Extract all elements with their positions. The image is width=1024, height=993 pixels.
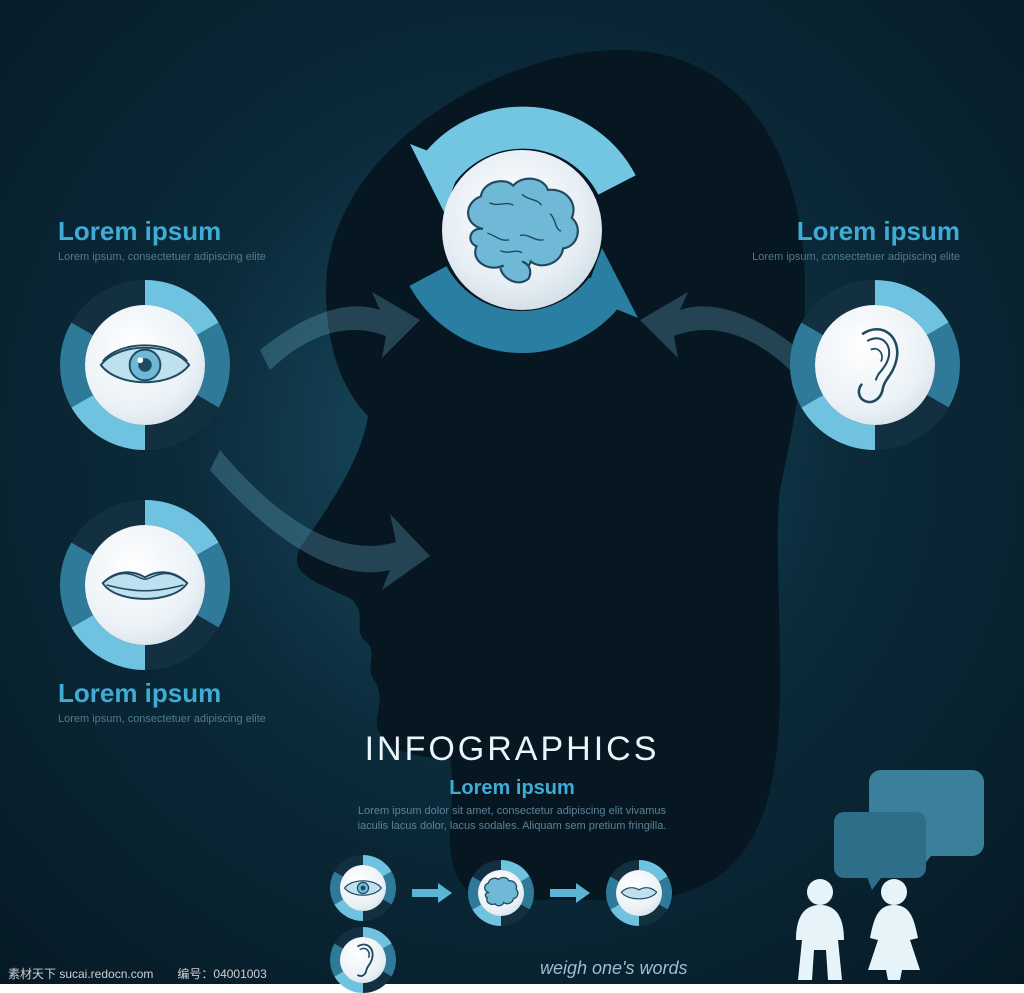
ear-disc <box>815 305 935 425</box>
eye-disc <box>85 305 205 425</box>
mouth-ring <box>60 500 230 670</box>
speech-bubble-icon <box>834 770 984 890</box>
ear-title: Lorem ipsum <box>700 216 960 247</box>
arrow-right-icon <box>548 881 592 905</box>
infographic-canvas: Lorem ipsum Lorem ipsum, consectetuer ad… <box>0 0 1024 984</box>
mouth-title: Lorem ipsum <box>58 678 318 709</box>
main-blurb: Lorem ipsum dolor sit amet, consectetur … <box>347 804 677 834</box>
mouth-icon <box>97 556 193 614</box>
node-mouth: Lorem ipsum Lorem ipsum, consectetuer ad… <box>60 500 230 670</box>
people-speech-group <box>764 770 994 970</box>
ear-ring <box>790 280 960 450</box>
main-big: INFOGRAPHICS <box>0 730 1024 769</box>
eye-icon <box>97 335 193 395</box>
watermark-right: 编号：04001003 <box>177 965 266 982</box>
brain-group <box>392 100 652 360</box>
mouth-disc <box>85 525 205 645</box>
node-ear: Lorem ipsum Lorem ipsum, consectetuer ad… <box>790 280 960 450</box>
eye-icon <box>343 876 383 900</box>
icon-chain <box>410 860 672 926</box>
eye-ring <box>60 280 230 450</box>
node-eye: Lorem ipsum Lorem ipsum, consectetuer ad… <box>60 280 230 450</box>
watermark-left: 素材天下 sucai.redocn.com <box>8 965 153 982</box>
brain-icon <box>457 170 587 290</box>
mini-brain <box>468 860 534 926</box>
eye-subtitle: Lorem ipsum, consectetuer adipiscing eli… <box>58 251 318 263</box>
watermark-bar: 素材天下 sucai.redocn.com 编号：04001003 <box>0 963 1024 984</box>
brain-icon <box>481 875 521 911</box>
arrow-right-icon <box>410 881 454 905</box>
ear-icon <box>845 319 905 411</box>
mouth-icon <box>619 881 659 905</box>
mini-eye <box>330 855 396 921</box>
mouth-subtitle: Lorem ipsum, consectetuer adipiscing eli… <box>58 713 318 725</box>
flow-arrow-mouth <box>200 430 430 600</box>
mini-mouth <box>606 860 672 926</box>
ear-subtitle: Lorem ipsum, consectetuer adipiscing eli… <box>700 251 960 263</box>
flow-arrow-ear <box>640 280 810 390</box>
brain-disc <box>442 150 602 310</box>
eye-title: Lorem ipsum <box>58 216 318 247</box>
